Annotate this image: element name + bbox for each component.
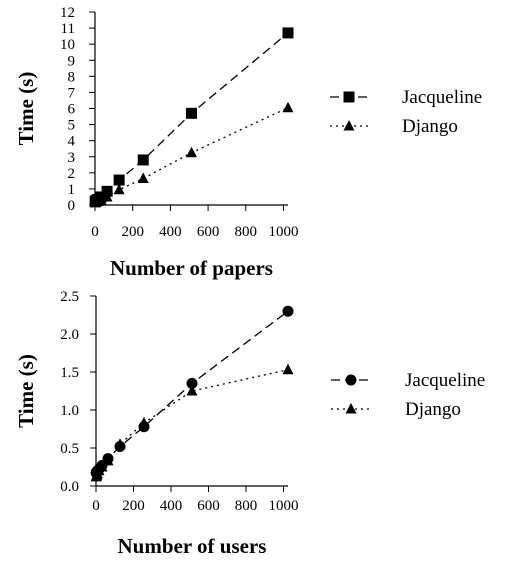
legend-marker [343,120,355,131]
y-tick-label: 5 [68,118,76,134]
legend-label: Django [405,399,461,420]
data-point [282,363,294,375]
data-point [114,438,126,449]
y-tick-label: 1 [68,182,76,198]
y-tick-label: 0.5 [60,441,79,457]
y-tick-label: 8 [68,69,76,85]
x-tick-label: 1000 [269,498,299,514]
x-tick-label: 600 [197,224,220,240]
y-tick-label: 11 [61,21,75,37]
x-tick-label: 0 [92,498,100,514]
legend-label: Django [402,116,458,137]
data-point [137,172,149,183]
legend-marker [345,403,357,414]
y-tick-label: 2 [68,166,76,182]
data-point [96,461,108,472]
data-point [186,385,198,396]
y-tick-label: 0.0 [60,479,79,495]
x-tick-label: 1000 [268,224,298,240]
legend-entry: Django [330,116,458,137]
legend-entry: Jacqueline [330,87,482,108]
data-point [137,154,149,166]
y-tick-label: 2.0 [60,327,79,343]
series-django [90,363,294,482]
y-tick-label: 7 [68,85,76,101]
x-tick-label: 800 [235,224,258,240]
data-point [138,416,150,428]
y-tick-label: 10 [60,37,75,53]
series-django [89,101,294,208]
x-tick-label: 200 [121,224,144,240]
data-point [282,101,294,113]
legend-label: Jacqueline [402,87,482,108]
x-tick-label: 400 [160,498,183,514]
x-tick-label: 800 [235,498,258,514]
data-point [186,146,197,158]
legend-entry: Jacqueline [331,370,485,391]
y-tick-label: 6 [68,102,76,118]
x-tick-label: 0 [91,224,99,240]
y-tick-label: 0 [68,198,76,214]
legend-marker [345,374,357,386]
y-tick-label: 2.5 [60,289,79,305]
y-tick-label: 4 [68,134,76,150]
x-axis-title: Number of users [118,534,267,558]
x-tick-label: 200 [122,498,145,514]
data-point [282,305,294,317]
x-tick-label: 600 [197,498,220,514]
data-point [95,194,107,205]
y-tick-label: 9 [68,53,76,69]
y-tick-label: 1.5 [60,365,79,381]
x-tick-label: 400 [159,224,182,240]
x-axis-title: Number of papers [110,256,273,280]
data-point [113,183,125,195]
data-point [186,107,197,119]
data-point [282,27,294,39]
legend-entry: Django [331,399,461,420]
legend-label: Jacqueline [405,370,485,391]
data-point [101,190,113,202]
y-tick-label: 12 [60,5,75,21]
y-axis-title: Time (s) [14,72,38,146]
series-jacqueline [89,27,294,208]
y-tick-label: 3 [68,150,76,166]
y-tick-label: 1.0 [60,403,79,419]
y-axis-title: Time (s) [14,354,38,428]
data-point [113,174,125,186]
data-point [102,454,114,466]
data-point [186,377,198,389]
chart-2: 0.0 0.5 1.0 1.5 2.0 2.5 0 200 400 600 800 1000 Numbe… [14,289,485,558]
legend-marker [343,91,355,103]
